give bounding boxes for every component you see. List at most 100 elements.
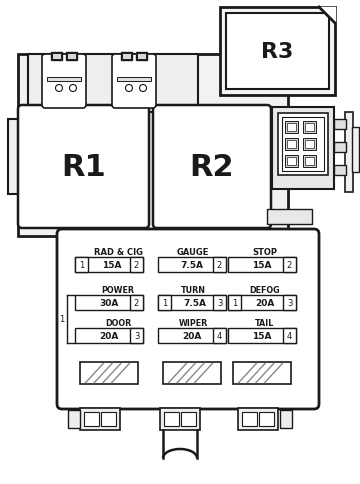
Bar	[285, 122, 298, 134]
Bar	[259, 412, 274, 426]
Bar	[137, 54, 146, 60]
Text: 4: 4	[217, 332, 222, 340]
Text: 15A: 15A	[252, 260, 272, 270]
Bar	[160, 408, 200, 430]
Bar	[303, 122, 316, 134]
Bar	[334, 143, 346, 152]
Bar	[278, 114, 328, 176]
Bar	[285, 139, 298, 151]
Text: 15A: 15A	[102, 260, 122, 270]
Text: DOOR: DOOR	[105, 318, 131, 327]
Bar	[228, 295, 241, 310]
Text: 3: 3	[287, 298, 292, 307]
Bar	[228, 257, 296, 272]
Bar	[75, 257, 143, 272]
Text: 1: 1	[162, 298, 167, 307]
Bar	[163, 362, 221, 384]
Text: STOP: STOP	[252, 247, 278, 257]
Bar	[80, 408, 120, 430]
Circle shape	[126, 85, 132, 92]
Bar	[303, 139, 316, 151]
Bar	[228, 295, 296, 310]
Bar	[303, 156, 316, 167]
Text: GAUGE: GAUGE	[177, 247, 209, 257]
Bar	[272, 108, 334, 190]
Bar	[158, 328, 226, 343]
Bar	[334, 166, 346, 176]
Bar	[121, 53, 132, 61]
FancyBboxPatch shape	[42, 55, 86, 109]
Bar	[305, 158, 314, 166]
Bar	[84, 412, 99, 426]
Text: TURN: TURN	[180, 286, 206, 294]
FancyBboxPatch shape	[18, 106, 149, 228]
Bar	[213, 328, 226, 343]
Bar	[8, 120, 20, 195]
Bar	[164, 412, 179, 426]
Bar	[158, 295, 226, 310]
Text: 30A: 30A	[99, 298, 119, 307]
Bar	[305, 124, 314, 132]
Bar	[122, 54, 131, 60]
Bar	[28, 55, 198, 113]
Bar	[242, 412, 257, 426]
Circle shape	[69, 85, 76, 92]
Bar	[136, 53, 147, 61]
Text: POWER: POWER	[102, 286, 135, 294]
Polygon shape	[319, 8, 335, 24]
Bar	[280, 410, 292, 428]
Bar	[283, 257, 296, 272]
Bar	[283, 295, 296, 310]
FancyBboxPatch shape	[112, 55, 156, 109]
Bar	[75, 328, 143, 343]
Text: 2: 2	[134, 298, 139, 307]
Text: 2: 2	[217, 260, 222, 270]
Bar	[287, 158, 296, 166]
Bar	[75, 295, 143, 310]
Bar	[80, 362, 138, 384]
Bar	[130, 257, 143, 272]
Bar	[267, 210, 312, 225]
Bar	[68, 410, 80, 428]
Bar	[158, 257, 226, 272]
Circle shape	[140, 85, 147, 92]
Bar	[233, 362, 291, 384]
Text: 7.5A: 7.5A	[180, 260, 203, 270]
Bar	[51, 53, 62, 61]
Text: 1: 1	[232, 298, 237, 307]
Text: 20A: 20A	[255, 298, 275, 307]
Text: 2: 2	[287, 260, 292, 270]
Text: 20A: 20A	[182, 332, 202, 340]
Bar	[283, 328, 296, 343]
Bar	[226, 14, 329, 90]
Bar	[52, 54, 61, 60]
Text: R2: R2	[190, 152, 234, 182]
FancyBboxPatch shape	[57, 229, 319, 409]
Text: 20A: 20A	[99, 332, 119, 340]
Text: R3: R3	[261, 42, 294, 62]
Bar	[101, 412, 116, 426]
Bar	[130, 295, 143, 310]
Bar	[117, 78, 151, 82]
Text: WIPER: WIPER	[178, 318, 208, 327]
Bar	[238, 408, 278, 430]
Text: 3: 3	[134, 332, 139, 340]
Bar	[282, 118, 324, 172]
Bar	[287, 124, 296, 132]
Bar	[67, 54, 76, 60]
Bar	[158, 295, 171, 310]
Text: TAIL: TAIL	[255, 318, 275, 327]
Bar	[228, 328, 296, 343]
Text: 7.5A: 7.5A	[184, 298, 207, 307]
Bar	[334, 120, 346, 130]
Bar	[213, 295, 226, 310]
Text: 3: 3	[217, 298, 222, 307]
Text: 1: 1	[59, 315, 65, 324]
Bar	[47, 78, 81, 82]
Bar	[130, 328, 143, 343]
Text: RAD & CIG: RAD & CIG	[94, 247, 143, 257]
Text: 15A: 15A	[252, 332, 272, 340]
Bar	[305, 141, 314, 149]
Bar	[75, 257, 88, 272]
Bar	[181, 412, 196, 426]
